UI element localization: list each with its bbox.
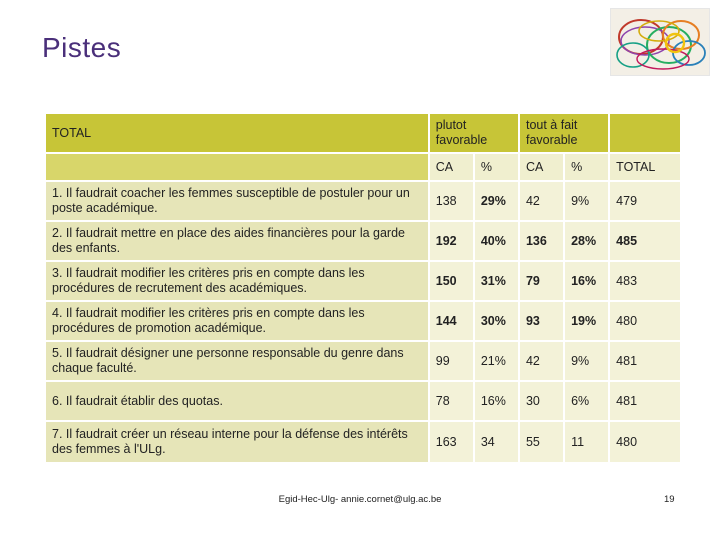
question-cell: 3. Il faudrait modifier les critères pri…: [46, 262, 428, 300]
table-row: 6. Il faudrait établir des quotas. 78 16…: [46, 382, 680, 420]
question-cell: 5. Il faudrait désigner une personne res…: [46, 342, 428, 380]
subheader-ca-1: CA: [429, 154, 473, 180]
ca2-cell: 55: [519, 422, 564, 462]
percent2-cell: 16%: [565, 262, 609, 300]
total-cell: 479: [610, 182, 680, 220]
table-row: 4. Il faudrait modifier les critères pri…: [46, 302, 680, 340]
header-row: TOTAL plutot favorable tout à fait favor…: [46, 114, 680, 152]
total-cell: 485: [610, 222, 680, 260]
total-cell: 483: [610, 262, 680, 300]
total-cell: 480: [610, 302, 680, 340]
subheader-blank-cell: [46, 154, 428, 180]
header-tout-a-fait-favorable: tout à fait favorable: [519, 114, 609, 152]
total-cell: 481: [610, 382, 680, 420]
ca1-cell: 192: [429, 222, 473, 260]
percent1-cell: 40%: [474, 222, 518, 260]
table-row: 1. Il faudrait coacher les femmes suscep…: [46, 182, 680, 220]
percent1-cell: 34: [474, 422, 518, 462]
question-cell: 4. Il faudrait modifier les critères pri…: [46, 302, 428, 340]
percent2-cell: 6%: [565, 382, 609, 420]
question-cell: 1. Il faudrait coacher les femmes suscep…: [46, 182, 428, 220]
percent2-cell: 11: [565, 422, 609, 462]
table-row: 3. Il faudrait modifier les critères pri…: [46, 262, 680, 300]
ca2-cell: 42: [519, 342, 564, 380]
ca2-cell: 136: [519, 222, 564, 260]
ca2-cell: 79: [519, 262, 564, 300]
ca2-cell: 93: [519, 302, 564, 340]
percent2-cell: 19%: [565, 302, 609, 340]
percent1-cell: 21%: [474, 342, 518, 380]
ca1-cell: 163: [429, 422, 473, 462]
percent1-cell: 31%: [474, 262, 518, 300]
percent1-cell: 29%: [474, 182, 518, 220]
percent2-cell: 9%: [565, 342, 609, 380]
question-cell: 2. Il faudrait mettre en place des aides…: [46, 222, 428, 260]
footer-text: Egid-Hec-Ulg- annie.cornet@ulg.ac.be: [278, 494, 442, 505]
question-cell: 7. Il faudrait créer un réseau interne p…: [46, 422, 428, 462]
table-row: 7. Il faudrait créer un réseau interne p…: [46, 422, 680, 462]
subheader-total: TOTAL: [610, 154, 680, 180]
total-cell: 481: [610, 342, 680, 380]
ca1-cell: 99: [429, 342, 473, 380]
percent1-cell: 16%: [474, 382, 518, 420]
page-number: 19: [664, 494, 675, 505]
header-blank-cell: [610, 114, 680, 152]
table-row: 2. Il faudrait mettre en place des aides…: [46, 222, 680, 260]
ca2-cell: 30: [519, 382, 564, 420]
slide-title: Pistes: [42, 32, 122, 63]
subheader-ca-2: CA: [519, 154, 564, 180]
survey-table: TOTAL plutot favorable tout à fait favor…: [44, 112, 682, 464]
header-total-label: TOTAL: [46, 114, 428, 152]
subheader-percent-2: %: [565, 154, 609, 180]
ca2-cell: 42: [519, 182, 564, 220]
question-cell: 6. Il faudrait établir des quotas.: [46, 382, 428, 420]
percent2-cell: 9%: [565, 182, 609, 220]
table-row: 5. Il faudrait désigner une personne res…: [46, 342, 680, 380]
ca1-cell: 150: [429, 262, 473, 300]
decorative-photo: [610, 8, 710, 76]
percent2-cell: 28%: [565, 222, 609, 260]
subheader-percent-1: %: [474, 154, 518, 180]
ca1-cell: 144: [429, 302, 473, 340]
percent1-cell: 30%: [474, 302, 518, 340]
ca1-cell: 138: [429, 182, 473, 220]
subheader-row: CA % CA % TOTAL: [46, 154, 680, 180]
ca1-cell: 78: [429, 382, 473, 420]
total-cell: 480: [610, 422, 680, 462]
header-plutot-favorable: plutot favorable: [429, 114, 518, 152]
